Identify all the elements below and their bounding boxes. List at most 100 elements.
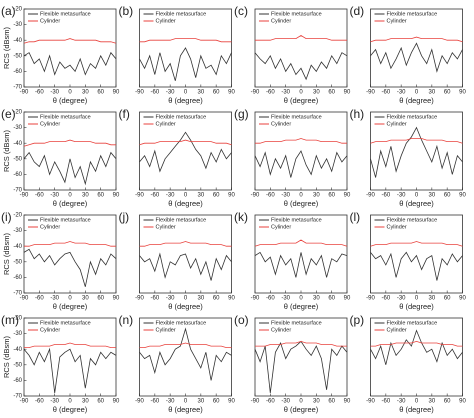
series-line [23,347,117,393]
series-line [370,36,463,43]
x-tick-label: 60 [444,399,451,405]
series-line [254,340,348,393]
panel-label: (c) [234,4,248,18]
x-tick-label: -30 [166,296,175,302]
series-line [139,131,232,173]
x-tick-label: 90 [459,90,466,96]
series-line [24,241,116,247]
panel-label: (f) [119,107,130,121]
x-tick-label: 90 [113,399,120,405]
x-axis-label: θ (degree) [168,302,203,311]
x-axis-label: θ (degree) [53,405,88,414]
x-tick-label: 0 [299,90,303,96]
series-line [255,340,347,347]
x-tick-label: -90 [251,193,260,199]
panel-label: (e) [1,107,16,121]
x-tick-label: 60 [213,399,220,405]
series-line [23,51,117,76]
x-tick-label: 30 [313,193,320,199]
x-tick-label: 30 [428,399,435,405]
series-line [255,35,347,41]
x-tick-label: -90 [366,399,375,405]
legend-label: Cylinder [40,18,60,24]
y-axis-label: RCS (dBsm) [2,232,11,275]
x-tick-label: 30 [197,90,204,96]
y-tick-label: -40 [13,347,22,353]
x-tick-label: -30 [281,399,290,405]
y-tick-label: -70 [13,394,22,400]
x-tick-label: -30 [50,399,59,405]
y-tick-label: -20 [13,7,22,13]
x-tick-label: -30 [397,296,406,302]
x-tick-label: 30 [82,90,89,96]
x-tick-label: 0 [415,90,419,96]
x-tick-label: -60 [150,399,159,405]
x-axis-label: θ (degree) [284,199,319,208]
x-tick-label: -30 [166,399,175,405]
x-axis-label: θ (degree) [168,199,203,208]
x-tick-label: 30 [428,193,435,199]
x-tick-label: 60 [97,193,104,199]
panel-label: (p) [350,313,365,327]
x-tick-label: 0 [68,399,72,405]
x-tick-label: 90 [344,399,351,405]
legend-label: Cylinder [387,327,407,333]
x-tick-label: -90 [251,399,260,405]
x-tick-label: -60 [35,193,44,199]
legend-label: Cylinder [40,327,60,333]
x-tick-label: -90 [366,193,375,199]
x-tick-label: 0 [68,90,72,96]
x-tick-label: -30 [397,90,406,96]
x-tick-label: 0 [184,399,188,405]
legend-label: Flexible metasurface [40,217,91,223]
x-tick-label: 0 [299,193,303,199]
legend-label: Flexible metasurface [387,217,438,223]
x-tick-label: 90 [344,193,351,199]
series-line [24,342,116,348]
legend-label: Flexible metasurface [271,217,322,223]
y-tick-label: -40 [13,38,22,44]
legend-label: Cylinder [156,18,176,24]
x-tick-label: 0 [299,296,303,302]
x-tick-label: 60 [328,193,335,199]
y-tick-label: -40 [13,244,22,250]
x-tick-label: 60 [328,399,335,405]
x-tick-label: -30 [281,193,290,199]
x-tick-label: -30 [281,90,290,96]
x-tick-label: -30 [166,90,175,96]
x-tick-label: -60 [35,399,44,405]
x-tick-label: -90 [20,90,29,96]
panel-label: (n) [119,313,134,327]
panel-label: (d) [350,4,365,18]
x-tick-label: 0 [184,296,188,302]
y-tick-label: -50 [13,362,22,368]
series-line [370,126,463,178]
panel-label: (m) [1,313,19,327]
x-tick-label: -30 [281,296,290,302]
x-axis-label: θ (degree) [53,302,88,311]
x-tick-label: -60 [381,193,390,199]
y-tick-label: -30 [13,125,22,131]
x-tick-label: 60 [213,296,220,302]
series-line [139,47,232,81]
x-axis-label: θ (degree) [53,199,88,208]
x-tick-label: -60 [266,193,275,199]
x-axis-label: θ (degree) [53,96,88,105]
x-tick-label: -60 [266,296,275,302]
series-line [139,342,232,348]
series-line [139,38,232,43]
x-tick-label: 0 [415,193,419,199]
y-tick-label: -70 [13,291,22,297]
x-tick-label: -90 [20,399,29,405]
x-tick-label: -60 [381,399,390,405]
legend-label: Flexible metasurface [156,114,207,120]
x-axis-label: θ (degree) [399,96,434,105]
y-axis-label: RCS (dBsm) [2,26,11,69]
x-tick-label: 0 [415,399,419,405]
panel-label: (i) [1,210,12,224]
y-tick-label: -50 [13,156,22,162]
x-tick-label: 30 [428,296,435,302]
series-line [370,340,463,347]
legend-label: Flexible metasurface [156,320,207,326]
